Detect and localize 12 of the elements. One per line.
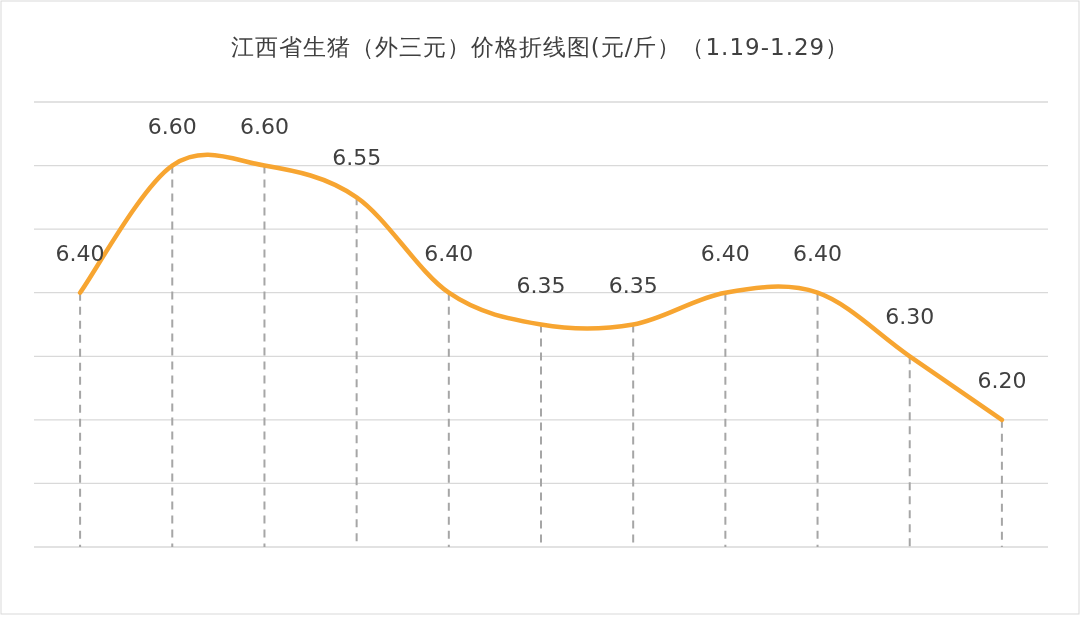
data-label: 6.55 [332,145,382,171]
data-label: 6.60 [147,113,197,139]
data-label: 6.20 [977,367,1027,393]
data-label: 6.40 [700,240,750,266]
data-label: 6.40 [55,240,105,266]
chart-title: 江西省生猪（外三元）价格折线图(元/斤）（1.19-1.29） [230,34,850,60]
data-label: 6.40 [424,240,474,266]
data-label: 6.30 [885,304,935,330]
data-label: 6.35 [608,272,658,298]
data-label: 6.35 [516,272,566,298]
data-label: 6.40 [793,240,843,266]
data-label: 6.60 [239,113,289,139]
